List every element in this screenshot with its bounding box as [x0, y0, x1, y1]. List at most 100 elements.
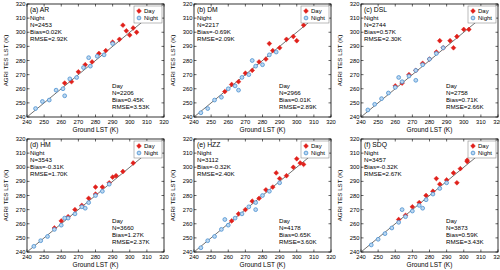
x-tick: [262, 250, 263, 253]
point: [278, 181, 282, 185]
x-tick: [395, 250, 396, 253]
y-tick-label: 240: [16, 114, 26, 120]
one-to-one-line: [361, 139, 498, 252]
y-tick-label: 260: [16, 221, 26, 227]
x-axis-title: Ground LST (K): [407, 261, 453, 269]
stat-annotation: RMSE=3.60K: [279, 238, 318, 245]
stat-annotation: Day: [112, 82, 124, 89]
x-tick: [95, 250, 96, 253]
y-tick-label: 310: [350, 150, 360, 156]
stat-annotation: N=2966: [279, 89, 301, 96]
legend-label: Day: [311, 8, 322, 14]
y-tick-label: 290: [183, 43, 193, 49]
point: [134, 30, 139, 35]
point: [52, 226, 57, 231]
point: [76, 69, 81, 74]
y-tick-right: [329, 167, 332, 168]
y-tick-label: 300: [350, 164, 360, 170]
legend: DayNight: [301, 141, 329, 158]
point: [199, 111, 203, 115]
x-tick: [245, 115, 246, 118]
point: [73, 212, 77, 216]
point: [434, 176, 439, 181]
x-axis-title: Ground LST (K): [240, 261, 286, 269]
x-tick-top: [129, 4, 130, 7]
y-tick-label: 280: [350, 58, 360, 64]
x-tick: [61, 250, 62, 253]
x-tick: [480, 250, 481, 253]
legend-marker: [471, 151, 475, 155]
x-tick-top: [446, 139, 447, 142]
x-tick: [146, 115, 147, 118]
legend-marker: [304, 9, 309, 14]
point: [400, 80, 404, 84]
point: [451, 171, 456, 176]
point: [121, 169, 126, 174]
x-tick: [429, 250, 430, 253]
point: [110, 40, 115, 45]
y-tick-label: 240: [183, 249, 193, 255]
x-axis-title: Ground LST (K): [407, 126, 453, 134]
series-night: [32, 182, 111, 248]
stat-annotation: N=3112: [197, 156, 219, 163]
stat-annotation: RMSE=2.40K: [197, 170, 236, 177]
x-tick-top: [194, 139, 195, 142]
x-tick: [395, 115, 396, 118]
x-tick-label: 310: [309, 119, 319, 125]
legend-box: [301, 141, 329, 158]
x-tick: [480, 115, 481, 118]
panel-title: (c) DSL: [364, 6, 387, 14]
point: [441, 45, 446, 50]
y-tick: [361, 46, 364, 47]
legend-label: Day: [478, 8, 489, 14]
point: [121, 23, 126, 28]
point: [247, 205, 251, 209]
y-tick: [27, 195, 30, 196]
y-tick-label: 290: [16, 43, 26, 49]
x-tick: [78, 115, 79, 118]
y-tick-right: [496, 223, 499, 224]
legend-marker: [304, 144, 309, 149]
x-tick: [446, 115, 447, 118]
y-tick-right: [496, 181, 499, 182]
stat-annotation: Bias=-0.69K: [197, 28, 232, 35]
x-tick-label: 290: [442, 119, 452, 125]
point: [220, 228, 224, 232]
stat-annotation: Night: [30, 14, 45, 21]
y-axis-title: AGRI TES LST (K): [169, 170, 176, 222]
x-tick-label: 280: [258, 119, 268, 125]
stat-annotation: Bias=0.01K: [279, 96, 312, 103]
x-tick: [498, 115, 499, 118]
point: [424, 198, 428, 202]
point: [267, 41, 272, 46]
point: [451, 45, 456, 50]
x-tick-label: 300: [292, 119, 302, 125]
y-tick-right: [329, 209, 332, 210]
x-tick-label: 250: [39, 254, 49, 260]
x-tick: [463, 250, 464, 253]
x-tick-label: 300: [459, 119, 469, 125]
x-tick-top: [429, 139, 430, 142]
x-tick: [95, 115, 96, 118]
data-area: [27, 139, 164, 252]
y-tick: [361, 102, 364, 103]
point: [414, 68, 418, 72]
y-tick: [361, 181, 364, 182]
y-tick-right: [496, 117, 499, 118]
stat-annotation: Bias=-0.32K: [364, 163, 399, 170]
point: [455, 180, 460, 185]
point: [380, 97, 384, 101]
legend-marker: [471, 9, 476, 14]
point: [213, 98, 217, 102]
x-tick-top: [112, 4, 113, 7]
y-tick-label: 240: [183, 114, 193, 120]
y-tick-label: 300: [16, 29, 26, 35]
point: [387, 91, 391, 95]
y-tick: [361, 209, 364, 210]
x-tick-label: 270: [408, 119, 418, 125]
y-tick-right: [162, 74, 165, 75]
x-tick-label: 250: [206, 119, 216, 125]
point: [233, 216, 237, 220]
point: [63, 94, 67, 98]
y-axis-title: AGRI TES LST (K): [336, 35, 343, 87]
